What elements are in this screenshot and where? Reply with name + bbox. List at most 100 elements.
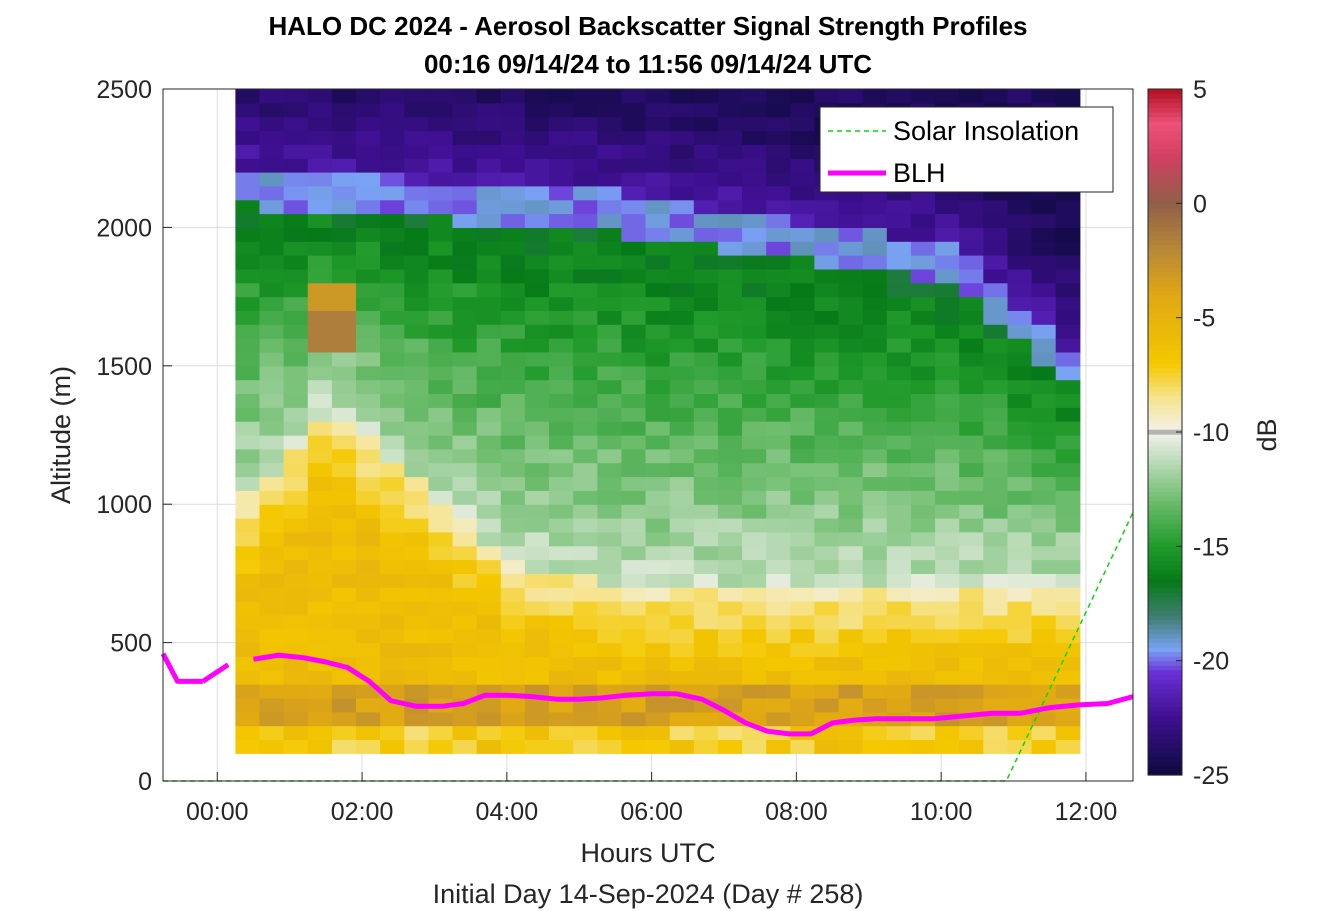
heatmap-cell: [331, 670, 357, 685]
heatmap-cell: [766, 642, 791, 657]
heatmap-cell: [476, 698, 502, 713]
heatmap-cell: [790, 448, 815, 464]
heatmap-cell: [693, 531, 719, 547]
heatmap-cell: [935, 268, 960, 284]
heatmap-cell: [717, 130, 743, 145]
heatmap-cell: [645, 587, 671, 602]
heatmap-cell: [283, 310, 309, 325]
heatmap-cell: [307, 199, 333, 215]
heatmap-cell: [935, 518, 960, 533]
heatmap-cell: [524, 255, 550, 270]
heatmap-cell: [500, 490, 526, 505]
heatmap-cell: [693, 102, 719, 118]
heatmap-cell: [524, 573, 550, 588]
heatmap-cell: [645, 573, 671, 588]
heatmap-cell: [331, 421, 357, 436]
heatmap-cell: [886, 421, 912, 436]
heatmap-cell: [259, 185, 285, 201]
heatmap-cell: [742, 282, 767, 298]
heatmap-cell: [742, 545, 767, 561]
heatmap-cell: [283, 573, 309, 588]
heatmap-cell: [693, 185, 719, 201]
heatmap-cell: [959, 559, 984, 574]
heatmap-cell: [380, 296, 405, 311]
heatmap-cell: [742, 476, 767, 491]
heatmap-cell: [935, 642, 960, 657]
heatmap-cell: [742, 324, 767, 339]
heatmap-cell: [428, 393, 454, 408]
heatmap-cell: [959, 227, 984, 242]
heatmap-cell: [307, 504, 333, 519]
heatmap-cell: [862, 213, 888, 228]
heatmap-cell: [235, 172, 261, 187]
heatmap-cell: [428, 227, 454, 242]
colorbar-segment: [1148, 747, 1182, 753]
heatmap-cell: [717, 725, 743, 740]
heatmap-cell: [645, 504, 671, 519]
heatmap-cell: [717, 407, 743, 422]
heatmap-cells: [235, 89, 1081, 754]
heatmap-cell: [259, 476, 285, 491]
heatmap-cell: [259, 338, 285, 353]
heatmap-cell: [910, 476, 936, 491]
heatmap-cell: [1007, 352, 1033, 367]
heatmap-cell: [404, 116, 429, 132]
heatmap-cell: [983, 614, 1008, 630]
heatmap-cell: [573, 393, 598, 408]
heatmap-cell: [356, 490, 381, 505]
heatmap-cell: [452, 130, 478, 145]
heatmap-cell: [356, 185, 381, 201]
heatmap-cell: [645, 670, 671, 685]
heatmap-cell: [549, 158, 574, 173]
heatmap-cell: [717, 435, 743, 450]
heatmap-cell: [1055, 282, 1081, 298]
colorbar-segment: [1148, 171, 1182, 177]
heatmap-cell: [235, 282, 261, 298]
heatmap-cell: [621, 324, 647, 339]
heatmap-cell: [935, 614, 960, 630]
heatmap-cell: [935, 310, 960, 325]
heatmap-cell: [549, 393, 574, 408]
heatmap-cell: [959, 282, 984, 298]
heatmap-cell: [717, 490, 743, 505]
heatmap-cell: [573, 642, 598, 657]
heatmap-cell: [766, 310, 791, 325]
heatmap-cell: [380, 352, 405, 367]
heatmap-cell: [766, 476, 791, 491]
heatmap-cell: [1055, 393, 1081, 408]
colorbar-segment: [1148, 765, 1182, 772]
heatmap-cell: [838, 545, 864, 561]
heatmap-cell: [307, 462, 333, 478]
heatmap-cell: [862, 518, 888, 533]
heatmap-cell: [380, 407, 405, 422]
heatmap-cell: [307, 490, 333, 505]
heatmap-cell: [452, 144, 478, 159]
heatmap-cell: [356, 559, 381, 574]
colorbar-segment: [1148, 107, 1182, 113]
heatmap-cell: [669, 116, 695, 132]
heatmap-cell: [742, 462, 767, 478]
colorbar-segment: [1148, 299, 1182, 305]
heatmap-cell: [886, 614, 912, 630]
heatmap-cell: [524, 213, 550, 228]
heatmap-cell: [259, 504, 285, 519]
x-tick-label: 02:00: [331, 798, 394, 826]
heatmap-cell: [1055, 435, 1081, 450]
heatmap-cell: [524, 504, 550, 519]
heatmap-cell: [235, 504, 261, 519]
heatmap-cell: [790, 407, 815, 422]
heatmap-cell: [814, 268, 840, 284]
heatmap-cell: [235, 185, 261, 201]
heatmap-cell: [380, 144, 405, 159]
heatmap-cell: [356, 698, 381, 713]
heatmap-cell: [814, 462, 840, 478]
heatmap-cell: [838, 448, 864, 464]
heatmap-cell: [380, 559, 405, 574]
heatmap-cell: [910, 241, 936, 256]
heatmap-cell: [645, 89, 671, 104]
heatmap-cell: [886, 282, 912, 298]
heatmap-cell: [935, 435, 960, 450]
colorbar-segment: [1148, 93, 1182, 99]
heatmap-cell: [476, 628, 502, 644]
heatmap-cell: [573, 227, 598, 242]
